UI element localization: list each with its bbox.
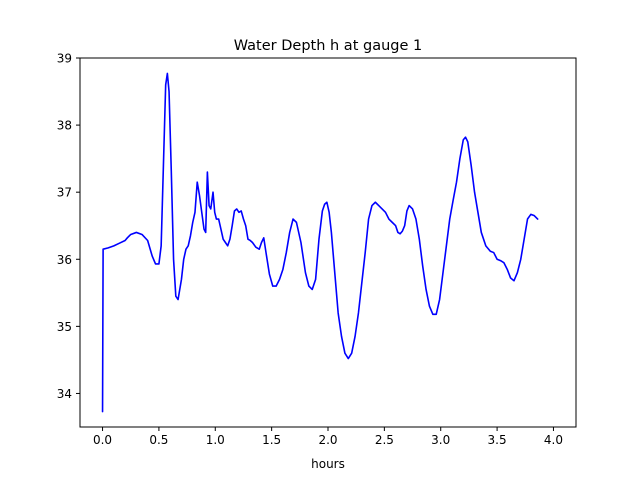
x-tick-label: 2.5 bbox=[375, 433, 394, 447]
plot-area bbox=[80, 58, 576, 427]
y-tick-label: 35 bbox=[57, 320, 72, 334]
x-tick-label: 3.5 bbox=[488, 433, 507, 447]
x-axis-label: hours bbox=[311, 457, 345, 471]
plot-background bbox=[80, 58, 576, 427]
x-tick-label: 1.0 bbox=[206, 433, 225, 447]
chart-title: Water Depth h at gauge 1 bbox=[234, 38, 422, 54]
x-tick-label: 0.0 bbox=[93, 433, 112, 447]
y-tick-label: 34 bbox=[57, 387, 72, 401]
x-tick-label: 3.0 bbox=[431, 433, 450, 447]
data-series bbox=[101, 72, 539, 413]
x-tick-label: 2.0 bbox=[318, 433, 337, 447]
series-line-1 bbox=[101, 72, 539, 413]
y-tick-label: 37 bbox=[57, 186, 72, 200]
y-tick-label: 39 bbox=[57, 52, 72, 66]
y-tick-label: 38 bbox=[57, 119, 72, 133]
x-tick-label: 1.5 bbox=[262, 433, 281, 447]
x-tick-label: 0.5 bbox=[149, 433, 168, 447]
y-tick-label: 36 bbox=[57, 253, 72, 267]
x-tick-label: 4.0 bbox=[544, 433, 563, 447]
ticks: 0.0 0.5 1.0 1.5 2.0 2.5 3.0 3.5 4.0 34 35 36 37 38 39 bbox=[57, 52, 563, 448]
